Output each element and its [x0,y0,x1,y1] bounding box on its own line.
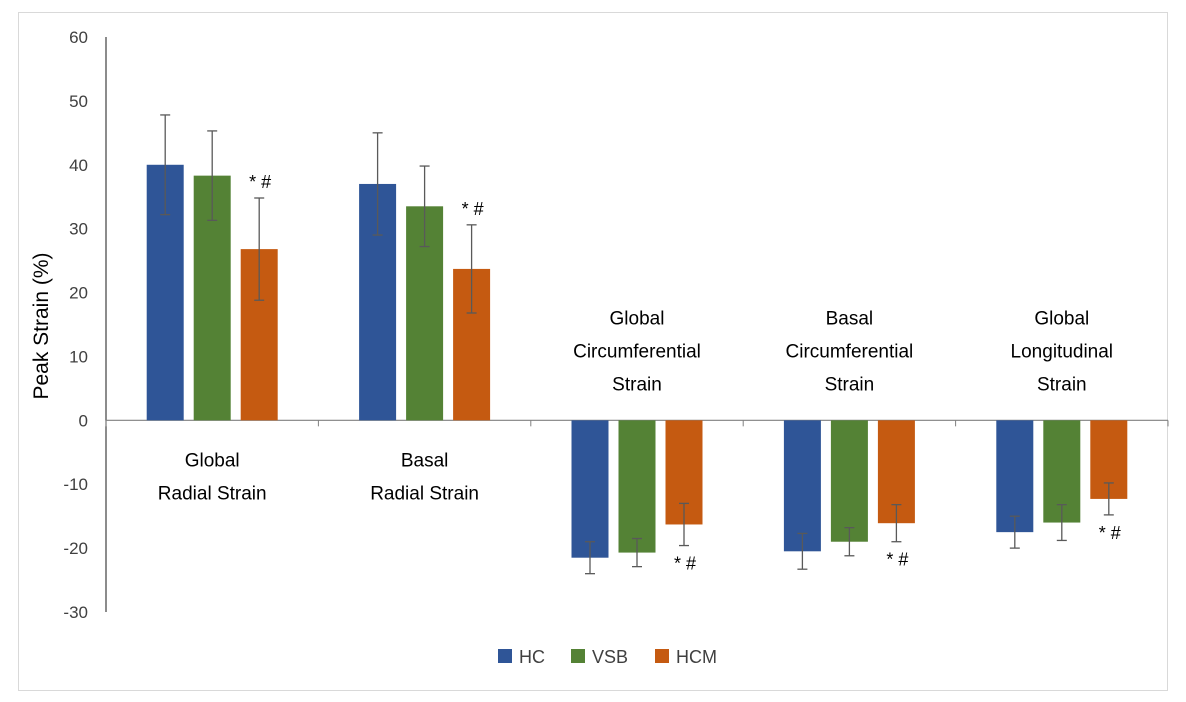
legend-swatch-vsb [571,649,585,663]
legend: HC VSB HCM [498,647,717,667]
bar-hc [996,420,1034,533]
legend-swatch-hc [498,649,512,663]
category-label: Strain [612,374,662,395]
legend-label-hc: HC [519,647,545,667]
legend-label-vsb: VSB [592,647,628,667]
significance-annotation: * # [886,550,908,570]
y-tick-label: 20 [69,284,88,303]
category-label: Global [185,450,240,471]
category-label: Circumferential [573,341,701,362]
significance-annotation: * # [462,199,484,219]
annotations: * # * # * # * # * # [249,172,1121,574]
error-bars [160,114,1114,575]
category-label: Strain [825,374,875,395]
y-tick-label: -10 [63,475,88,494]
category-label: Longitudinal [1011,341,1113,362]
y-tick-label: 10 [69,347,88,366]
y-tick-label: -30 [63,603,88,622]
bar-hc [571,420,609,558]
category-labels: Global Radial Strain Basal Radial Strain Glo… [158,308,1113,504]
category-label: Circumferential [786,341,914,362]
category-label: Basal [401,450,449,471]
bar-hc [783,420,821,552]
y-tick-label: -20 [63,539,88,558]
axes: 60 50 40 30 20 10 0 -10 -20 -30 [63,28,1169,622]
category-label: Basal [826,308,874,329]
y-axis-label: Peak Strain (%) [30,252,53,399]
y-tick-label: 0 [79,411,88,430]
y-tick-label: 30 [69,220,88,239]
significance-annotation: * # [1099,523,1121,543]
category-label: Radial Strain [158,483,267,504]
significance-annotation: * # [674,554,696,574]
category-label: Strain [1037,374,1087,395]
bar-vsb [830,420,868,542]
legend-swatch-hcm [655,649,669,663]
category-label: Radial Strain [370,483,479,504]
category-label: Global [1034,308,1089,329]
y-tick-label: 50 [69,92,88,111]
legend-label-hcm: HCM [676,647,717,667]
bar-vsb [618,420,656,553]
significance-annotation: * # [249,172,271,192]
y-tick-label: 40 [69,156,88,175]
y-tick-label: 60 [69,28,88,47]
category-label: Global [610,308,665,329]
